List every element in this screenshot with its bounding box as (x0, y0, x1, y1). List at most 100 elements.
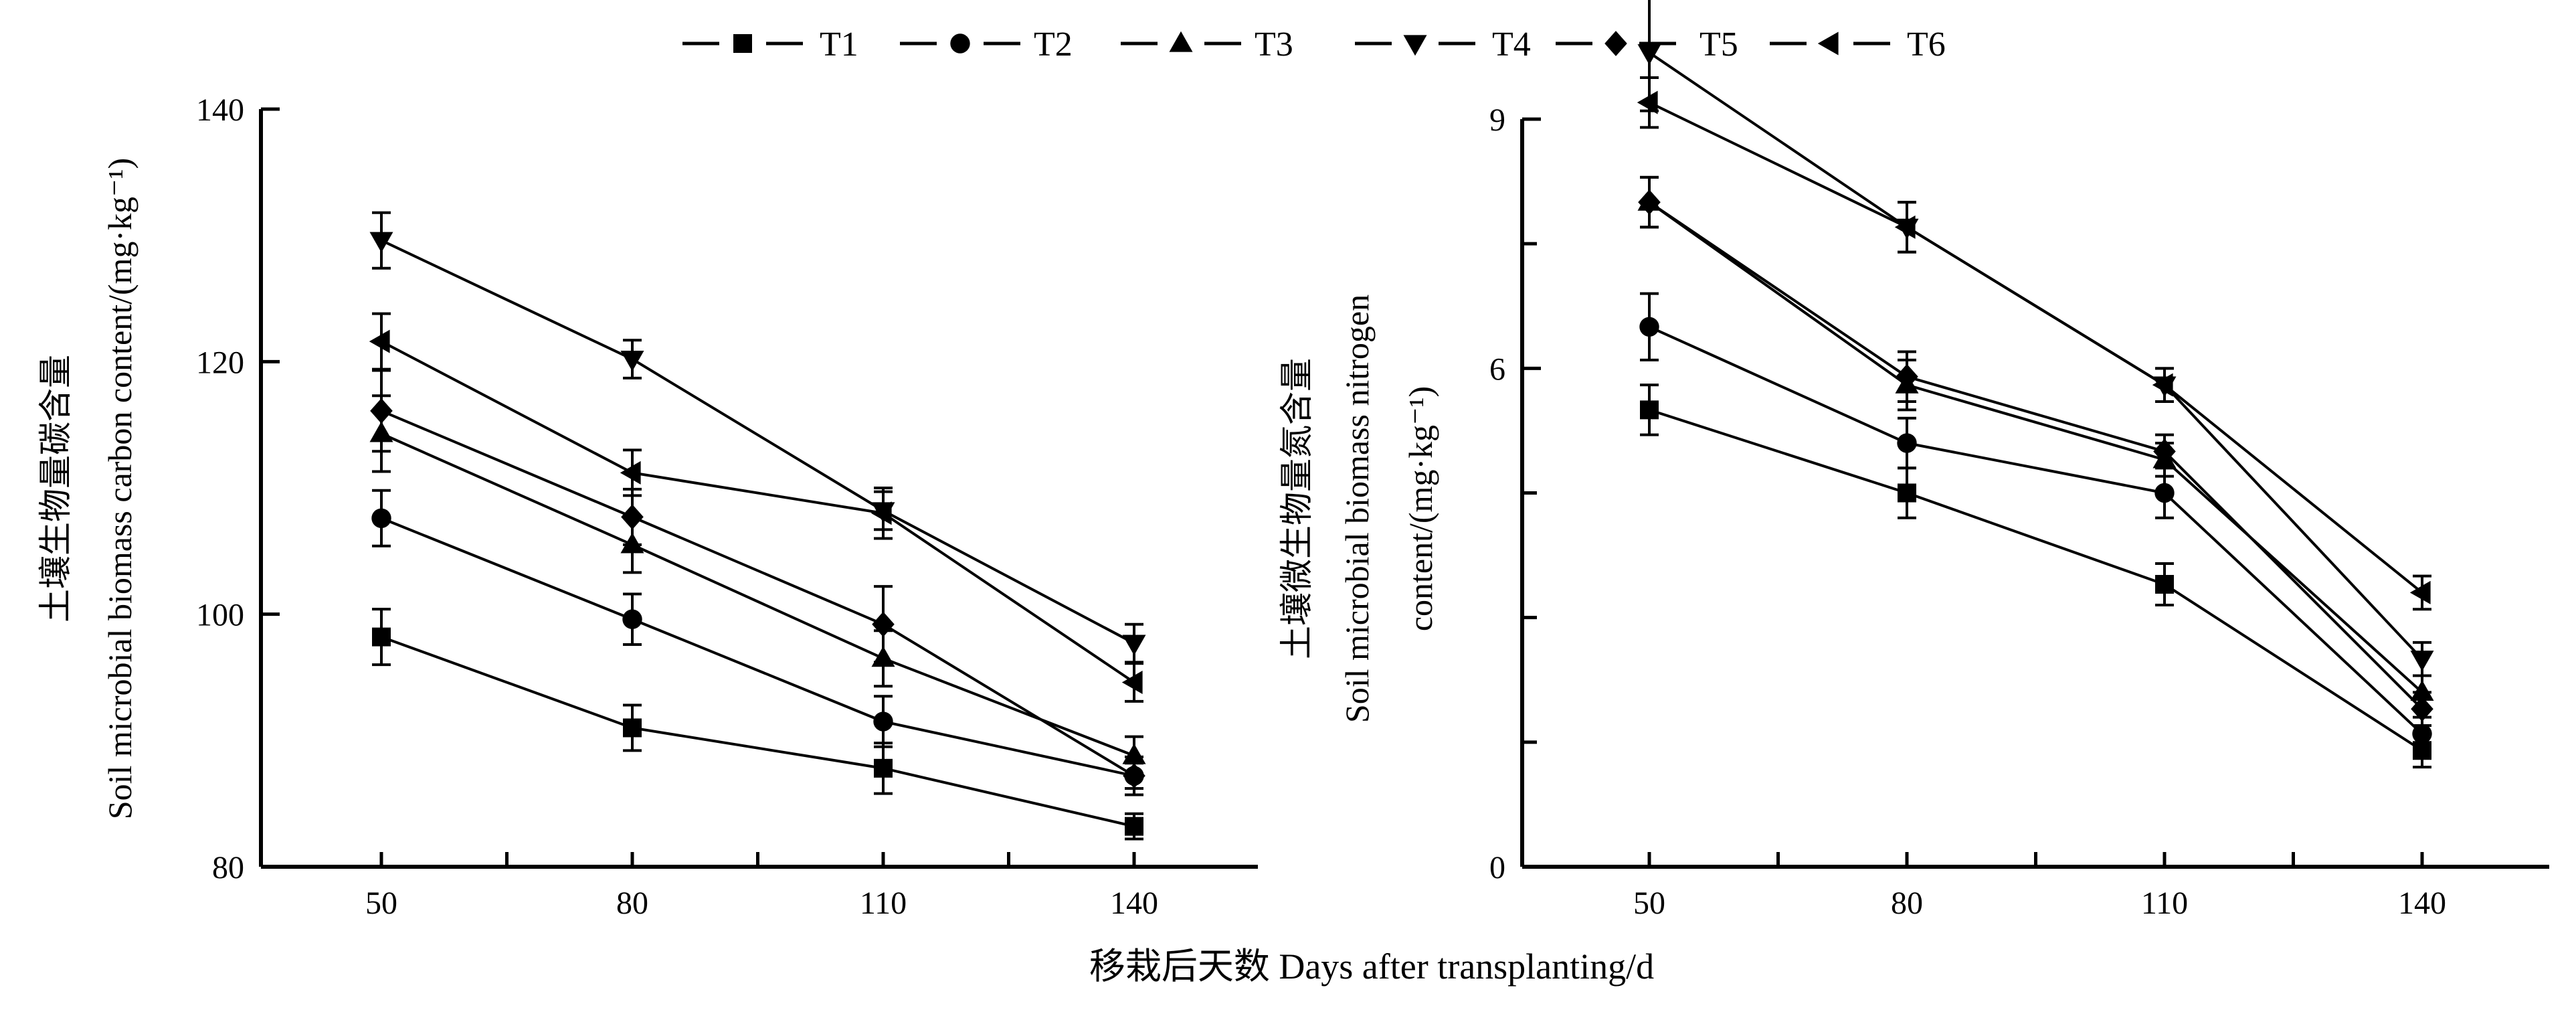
nitrogen-y-tick-label: 9 (1489, 102, 1505, 138)
carbon-point-t2 (371, 508, 391, 528)
nitrogen-point-t6 (1637, 90, 1658, 114)
legend-entry-t1: T1 (682, 25, 858, 64)
carbon-point-t4 (620, 350, 644, 371)
carbon-y-tick-label: 140 (196, 92, 244, 128)
carbon-x-tick-label: 80 (616, 885, 648, 921)
carbon-point-t2 (622, 609, 642, 629)
nitrogen-line-t1 (1649, 408, 2423, 752)
legend-label-t2: T2 (1034, 25, 1073, 64)
carbon-point-t5 (621, 504, 644, 530)
nitrogen-point-t5 (2153, 438, 2176, 464)
nitrogen-point-t2 (2154, 483, 2175, 503)
carbon-series-t4 (369, 211, 1146, 664)
nitrogen-point-t3 (2410, 680, 2434, 701)
nitrogen-series-t3 (1637, 175, 2434, 711)
carbon-point-t1 (1125, 817, 1143, 836)
legend-label-t5: T5 (1699, 25, 1738, 64)
legend-entry-t3: T3 (1121, 25, 1293, 64)
carbon-point-t3 (1122, 743, 1146, 764)
nitrogen-line-t2 (1649, 325, 2423, 735)
carbon-point-t2 (873, 711, 893, 732)
carbon-series-t6 (369, 312, 1143, 703)
carbon-y-axis-title-en: Soil microbial biomass carbon content/(m… (101, 158, 139, 819)
legend-entry-t2: T2 (900, 25, 1073, 64)
nitrogen-series-t1 (1640, 384, 2431, 769)
carbon-point-t6 (870, 501, 892, 525)
nitrogen-series-t2 (1639, 292, 2432, 752)
legend-marker-t2 (950, 33, 970, 54)
legend-label-t1: T1 (820, 25, 858, 64)
nitrogen-point-t4 (1637, 44, 1661, 65)
nitrogen-point-t1 (2155, 575, 2174, 594)
carbon-point-t6 (620, 460, 641, 485)
carbon-point-t1 (372, 627, 391, 647)
carbon-series-t2 (371, 489, 1144, 790)
carbon-series-t1 (372, 608, 1143, 841)
nitrogen-point-t6 (2152, 373, 2173, 397)
nitrogen-x-tick-label: 50 (1633, 885, 1665, 921)
nitrogen-x-tick-label: 110 (2141, 885, 2188, 921)
nitrogen-series-t5 (1638, 175, 2433, 728)
nitrogen-point-t1 (1640, 400, 1659, 420)
nitrogen-point-t2 (2412, 724, 2432, 744)
nitrogen-point-t5 (1896, 363, 1918, 390)
legend-entry-t6: T6 (1770, 25, 1946, 64)
carbon-x-tick-label: 110 (860, 885, 907, 921)
carbon-line-t1 (381, 635, 1135, 828)
carbon-y-axis-title-cn: 土壤生物量碳含量 (37, 355, 74, 622)
nitrogen-series-t6 (1637, 76, 2431, 611)
carbon-point-t5 (1123, 763, 1145, 789)
carbon-line-t2 (381, 517, 1135, 778)
nitrogen-x-tick-label: 140 (2398, 885, 2446, 921)
nitrogen-point-t6 (2409, 580, 2431, 604)
carbon-y-tick-label: 80 (212, 850, 244, 885)
carbon-y-tick-label: 120 (196, 345, 244, 380)
nitrogen-series-t4 (1637, 0, 2434, 677)
chart-nitrogen: 0 6 9 50 80 110 140 土壤微生物量氮含量 Soil microbial bio… (1278, 0, 2549, 921)
x-axis-title: 移栽后天数 Days after transplanting/d (1089, 946, 1654, 987)
carbon-line-t5 (381, 410, 1135, 777)
chart-carbon: 80 100 120 140 50 80 110 140 土壤生物量碳含量 Soil microb… (37, 92, 1258, 921)
nitrogen-line-t6 (1649, 101, 2423, 594)
legend-entry-t5: T5 (1556, 25, 1738, 64)
carbon-series-t3 (369, 394, 1146, 776)
carbon-point-t1 (874, 758, 893, 778)
legend-label-t6: T6 (1907, 25, 1946, 64)
nitrogen-line-t5 (1648, 201, 2423, 710)
legend-marker-t1 (733, 34, 752, 53)
carbon-point-t6 (1121, 671, 1143, 695)
nitrogen-point-t1 (1898, 483, 1916, 503)
legend-label-t4: T4 (1492, 25, 1531, 64)
nitrogen-line-t3 (1648, 201, 2423, 693)
nitrogen-line-t4 (1648, 52, 2423, 661)
carbon-line-t6 (381, 340, 1135, 684)
nitrogen-point-t5 (1638, 189, 1661, 216)
carbon-point-t4 (369, 232, 393, 253)
carbon-x-tick-label: 50 (365, 885, 397, 921)
nitrogen-point-t4 (2410, 651, 2434, 671)
nitrogen-y-tick-label: 0 (1489, 850, 1505, 885)
nitrogen-y-axis-title-cn: 土壤微生物量氮含量 (1278, 358, 1315, 659)
carbon-x-tick-label: 140 (1110, 885, 1158, 921)
nitrogen-point-t5 (2411, 696, 2433, 722)
nitrogen-point-t2 (1639, 317, 1659, 337)
carbon-point-t4 (1122, 635, 1146, 656)
legend-marker-t4 (1403, 35, 1427, 56)
carbon-line-t4 (381, 239, 1135, 645)
nitrogen-y-axis-title-unit: content/(mg·kg⁻¹) (1402, 386, 1439, 631)
legend-entry-t4: T4 (1355, 25, 1531, 64)
legend: T1 T2 T3 T4 T5 T6 (682, 25, 1946, 64)
legend-marker-t6 (1817, 31, 1839, 56)
legend-label-t3: T3 (1255, 25, 1293, 64)
legend-marker-t5 (1604, 31, 1627, 56)
nitrogen-point-t6 (1894, 215, 1916, 239)
nitrogen-x-tick-label: 80 (1891, 885, 1923, 921)
carbon-y-tick-label: 100 (196, 598, 244, 633)
carbon-point-t1 (623, 718, 642, 738)
carbon-line-t3 (381, 432, 1135, 757)
legend-marker-t3 (1169, 31, 1193, 52)
carbon-point-t6 (369, 329, 390, 353)
nitrogen-y-tick-label: 6 (1489, 351, 1505, 387)
nitrogen-y-axis-title-en: Soil microbial biomass nitrogen (1338, 294, 1376, 723)
